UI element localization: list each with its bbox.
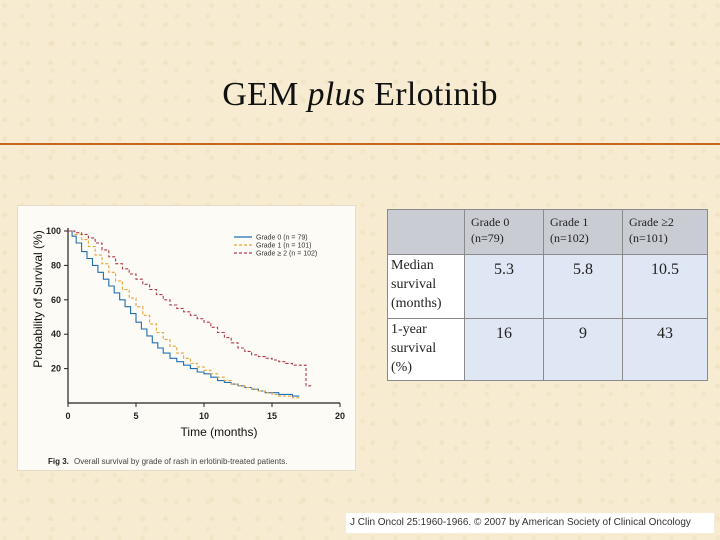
survival-table: Grade 0 (n=79) Grade 1 (n=102) Grade ≥2 (n=… — [387, 209, 708, 381]
table-corner-cell — [387, 209, 465, 255]
column-header-line: (n=79) — [471, 231, 504, 245]
survival-figure: 20 40 60 80 100 0 5 10 15 20 Time (months) Probabil… — [18, 206, 355, 470]
title-part-gem: GEM — [222, 76, 308, 113]
row-header-line: 1-year — [391, 322, 427, 337]
series-line-1 — [68, 230, 300, 399]
legend-entry: Grade 0 (n = 79) — [256, 235, 308, 242]
table-cell: 10.5 — [622, 254, 708, 319]
series-line-0 — [68, 230, 300, 397]
x-tick-label: 10 — [199, 411, 209, 421]
row-header-line: (%) — [391, 360, 412, 375]
caption-text: Overall survival by grade of rash in erl… — [74, 457, 287, 466]
column-header: Grade ≥2 (n=101) — [622, 209, 708, 255]
x-axis-label: Time (months) — [181, 425, 258, 439]
y-tick-label: 60 — [51, 295, 61, 305]
y-axis-label: Probability of Survival (%) — [31, 230, 45, 367]
caption-label: Fig 3. — [48, 457, 69, 466]
column-header-line: Grade 1 — [550, 215, 589, 229]
column-header-line: Grade ≥2 — [629, 215, 674, 229]
row-header-line: (months) — [391, 296, 442, 311]
x-tick-label: 5 — [133, 411, 138, 421]
survival-chart: 20 40 60 80 100 0 5 10 15 20 Time (months) Probabil… — [31, 226, 345, 466]
title-divider — [0, 143, 720, 145]
row-header-line: survival — [391, 341, 437, 356]
slide-title: GEM plus Erlotinib — [0, 76, 720, 114]
table-header-row: Grade 0 (n=79) Grade 1 (n=102) Grade ≥2 (n=… — [387, 209, 708, 255]
table-cell: 43 — [622, 318, 708, 381]
table-row: Median survival (months) 5.3 5.8 10.5 — [387, 254, 708, 319]
table-cell: 16 — [464, 318, 544, 381]
title-part-plus: plus — [307, 76, 366, 113]
x-tick-label: 0 — [65, 411, 70, 421]
series-line-2 — [68, 230, 313, 387]
y-tick-label: 20 — [51, 364, 61, 374]
row-header: Median survival (months) — [387, 254, 465, 319]
y-tick-label: 80 — [51, 260, 61, 270]
table-cell: 9 — [543, 318, 623, 381]
y-tick-label: 40 — [51, 329, 61, 339]
x-tick-label: 15 — [267, 411, 277, 421]
column-header: Grade 0 (n=79) — [464, 209, 544, 255]
citation: J Clin Oncol 25:1960-1966. © 2007 by Ame… — [346, 513, 714, 533]
legend-entry: Grade ≥ 2 (n = 102) — [256, 251, 317, 258]
x-tick-label: 20 — [335, 411, 345, 421]
table-row: 1-year survival (%) 16 9 43 — [387, 318, 708, 381]
row-header-line: survival — [391, 277, 437, 292]
row-header: 1-year survival (%) — [387, 318, 465, 381]
table-cell: 5.3 — [464, 254, 544, 319]
column-header-line: Grade 0 — [471, 215, 510, 229]
table-cell: 5.8 — [543, 254, 623, 319]
legend-entry: Grade 1 (n = 101) — [256, 243, 311, 250]
column-header: Grade 1 (n=102) — [543, 209, 623, 255]
y-tick-label: 100 — [46, 226, 61, 236]
column-header-line: (n=102) — [550, 231, 589, 245]
column-header-line: (n=101) — [629, 231, 668, 245]
title-part-erlotinib: Erlotinib — [365, 76, 498, 113]
row-header-line: Median — [391, 258, 434, 273]
